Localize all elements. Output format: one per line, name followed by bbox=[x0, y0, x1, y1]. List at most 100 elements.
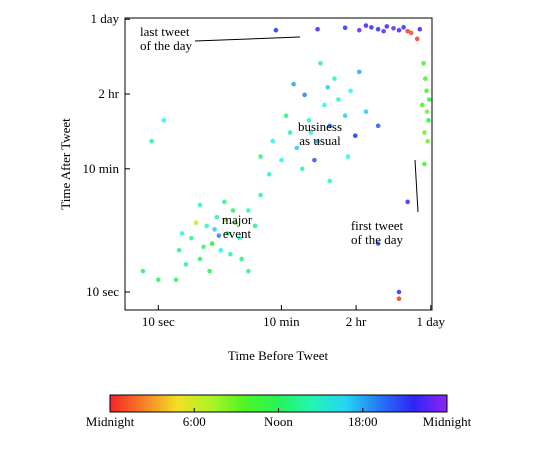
point bbox=[294, 145, 300, 151]
x-axis-label: Time Before Tweet bbox=[228, 348, 329, 363]
point bbox=[179, 231, 185, 236]
annotation: first tweet bbox=[351, 218, 404, 233]
point bbox=[348, 88, 353, 94]
point bbox=[375, 241, 381, 246]
y-tick-label: 10 sec bbox=[86, 284, 119, 299]
point bbox=[421, 60, 426, 66]
x-tick-label: 10 sec bbox=[142, 314, 175, 329]
point bbox=[239, 256, 244, 262]
point bbox=[216, 233, 222, 238]
point bbox=[140, 268, 146, 274]
x-tick-label: 1 day bbox=[417, 314, 446, 329]
point bbox=[419, 102, 425, 108]
point bbox=[233, 220, 238, 226]
point bbox=[327, 178, 333, 184]
point bbox=[363, 109, 369, 114]
point bbox=[396, 289, 402, 295]
point bbox=[391, 25, 396, 31]
point bbox=[422, 161, 427, 167]
point bbox=[201, 244, 206, 250]
point bbox=[225, 231, 230, 236]
point bbox=[212, 227, 217, 232]
point bbox=[426, 97, 432, 102]
point bbox=[204, 223, 210, 229]
colorbar-tick-label: 18:00 bbox=[348, 414, 378, 429]
point bbox=[318, 60, 323, 66]
point bbox=[306, 118, 312, 123]
point bbox=[291, 81, 296, 87]
point bbox=[258, 192, 263, 198]
point bbox=[405, 199, 410, 205]
point bbox=[381, 28, 386, 34]
point bbox=[414, 36, 420, 42]
point bbox=[279, 157, 284, 163]
point bbox=[375, 26, 381, 32]
point bbox=[266, 171, 272, 177]
point bbox=[197, 256, 203, 262]
point bbox=[218, 247, 224, 253]
point bbox=[209, 241, 215, 246]
annotation: major bbox=[222, 212, 253, 227]
point bbox=[222, 199, 227, 205]
point bbox=[173, 277, 179, 283]
point bbox=[315, 26, 320, 32]
point bbox=[287, 130, 293, 135]
point bbox=[325, 84, 330, 90]
point bbox=[308, 130, 314, 135]
point bbox=[352, 133, 358, 139]
point bbox=[327, 123, 333, 129]
point bbox=[356, 69, 362, 75]
colorbar-tick-label: Midnight bbox=[423, 414, 472, 429]
point bbox=[315, 138, 320, 144]
point bbox=[312, 157, 317, 163]
point bbox=[424, 109, 430, 114]
x-tick-label: 2 hr bbox=[346, 314, 367, 329]
plot-frame bbox=[124, 17, 433, 311]
point bbox=[197, 202, 203, 208]
point bbox=[336, 97, 341, 102]
point bbox=[424, 88, 429, 94]
point bbox=[342, 113, 348, 119]
y-tick-label: 10 min bbox=[83, 161, 120, 176]
point bbox=[302, 92, 307, 98]
point bbox=[156, 277, 161, 283]
point bbox=[369, 25, 374, 30]
point bbox=[273, 27, 279, 33]
annotation: business bbox=[298, 119, 342, 134]
annotation-arrow bbox=[414, 159, 419, 213]
point bbox=[149, 138, 154, 144]
point bbox=[207, 268, 212, 274]
point bbox=[332, 76, 337, 81]
point bbox=[252, 223, 258, 229]
point bbox=[422, 76, 428, 81]
annotation: of the day bbox=[140, 38, 192, 53]
point bbox=[183, 262, 189, 267]
point bbox=[246, 208, 251, 213]
point bbox=[193, 220, 199, 226]
point bbox=[356, 27, 362, 33]
annotation: as usual bbox=[299, 133, 341, 148]
x-tick-label: 10 min bbox=[263, 314, 300, 329]
point bbox=[299, 166, 305, 172]
point bbox=[230, 208, 236, 213]
point bbox=[258, 154, 263, 159]
point bbox=[161, 118, 167, 123]
point bbox=[417, 26, 423, 32]
point bbox=[176, 247, 182, 253]
annotation: last tweet bbox=[140, 24, 190, 39]
point bbox=[375, 123, 381, 129]
colorbar-tick-label: 6:00 bbox=[183, 414, 206, 429]
point bbox=[237, 235, 243, 241]
point bbox=[246, 268, 251, 274]
point bbox=[396, 27, 402, 33]
point bbox=[422, 130, 427, 135]
colorbar-tick-label: Midnight bbox=[86, 414, 135, 429]
point bbox=[384, 24, 390, 29]
point bbox=[401, 25, 406, 30]
point bbox=[270, 138, 276, 144]
colorbar-tick-label: Noon bbox=[264, 414, 293, 429]
point bbox=[426, 118, 431, 123]
point bbox=[345, 154, 351, 159]
